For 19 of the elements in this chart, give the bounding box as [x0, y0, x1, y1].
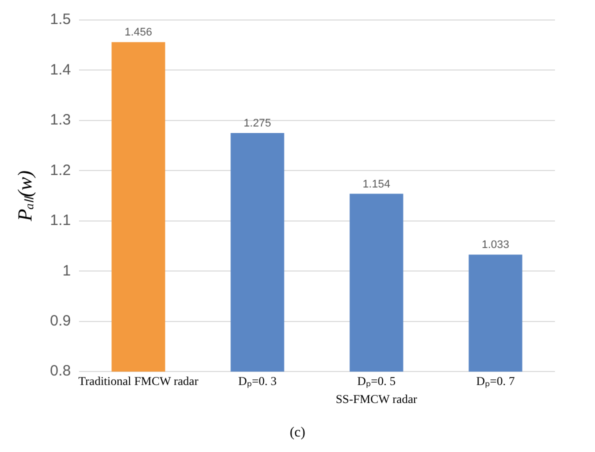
- y-tick-label: 1.5: [50, 11, 71, 28]
- y-tick-label: 1.1: [50, 212, 71, 230]
- x-tick-label: Dₚ=0. 3: [238, 374, 277, 388]
- y-tick-label: 1.3: [50, 112, 71, 129]
- x-tick-label: Dₚ=0. 7: [476, 374, 515, 388]
- text: (c): [290, 426, 306, 441]
- y-tick-label: 1: [62, 262, 71, 280]
- data-label: 1.154: [362, 178, 390, 190]
- y-tick-label: 1.2: [50, 162, 71, 179]
- x-tick-label: Traditional FMCW radar: [78, 374, 198, 388]
- y-tick-label: 1.4: [50, 61, 71, 78]
- text: SS-FMCW radar: [336, 392, 418, 406]
- data-label: 1.275: [244, 118, 272, 130]
- y-axis-title: Pₐₗₗ(w): [14, 170, 36, 222]
- x-tick-label: Dₚ=0. 5: [357, 374, 396, 388]
- data-label: 1.456: [124, 26, 152, 39]
- y-tick-label: 0.9: [50, 312, 71, 330]
- data-label: 1.033: [482, 239, 510, 252]
- y-tick-label: 0.8: [50, 362, 71, 380]
